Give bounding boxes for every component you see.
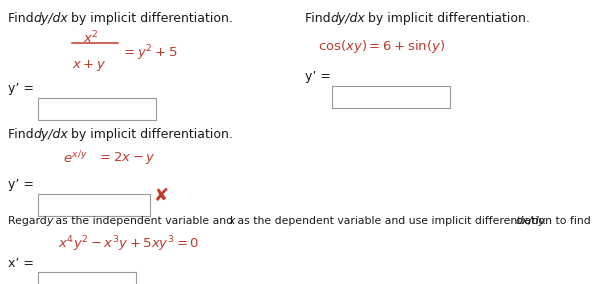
Text: $\cos(xy) = 6 + \sin(y)$: $\cos(xy) = 6 + \sin(y)$ (318, 38, 445, 55)
Bar (38, 194, 150, 216)
Text: y’ =: y’ = (8, 178, 34, 191)
Text: Find: Find (8, 12, 38, 25)
Text: x’ =: x’ = (8, 257, 34, 270)
Text: ✘: ✘ (154, 187, 169, 205)
Text: $e^{x/y}$: $e^{x/y}$ (63, 150, 88, 167)
Text: dx/dy: dx/dy (516, 216, 546, 226)
Text: x: x (228, 216, 235, 226)
Text: by implicit differentiation.: by implicit differentiation. (67, 12, 233, 25)
Text: y’ =: y’ = (8, 82, 34, 95)
Text: .: . (543, 216, 547, 226)
Bar (38, 98, 156, 120)
Text: y’ =: y’ = (305, 70, 331, 83)
Bar (38, 272, 136, 284)
Text: $= 2x - y$: $= 2x - y$ (97, 150, 156, 166)
Text: as the independent variable and: as the independent variable and (52, 216, 236, 226)
Text: by implicit differentiation.: by implicit differentiation. (364, 12, 530, 25)
Text: as the dependent variable and use implicit differentiation to find: as the dependent variable and use implic… (234, 216, 594, 226)
Text: $x + y$: $x + y$ (72, 58, 106, 73)
Bar (332, 86, 450, 108)
Text: $x^4y^2 - x^3y + 5xy^3 = 0$: $x^4y^2 - x^3y + 5xy^3 = 0$ (58, 234, 199, 254)
Text: Regard: Regard (8, 216, 50, 226)
Text: y: y (46, 216, 52, 226)
Text: Find: Find (8, 128, 38, 141)
Text: Find: Find (305, 12, 335, 25)
Text: $= y^2 + 5$: $= y^2 + 5$ (121, 43, 178, 62)
Text: $x^2$: $x^2$ (83, 30, 98, 47)
Text: dy/dx: dy/dx (330, 12, 365, 25)
Text: dy/dx: dy/dx (33, 12, 68, 25)
Text: dy/dx: dy/dx (33, 128, 68, 141)
Text: by implicit differentiation.: by implicit differentiation. (67, 128, 233, 141)
